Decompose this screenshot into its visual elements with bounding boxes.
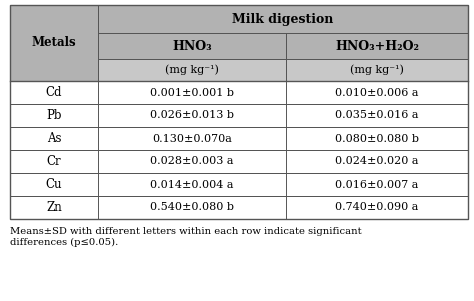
Text: 0.028±0.003 a: 0.028±0.003 a [150, 157, 234, 166]
Text: 0.026±0.013 b: 0.026±0.013 b [150, 110, 234, 120]
Text: (mg kg⁻¹): (mg kg⁻¹) [165, 65, 219, 75]
Bar [10, 127, 468, 150]
Text: Pb: Pb [46, 109, 62, 122]
Bar [98, 59, 286, 81]
Text: 0.010±0.006 a: 0.010±0.006 a [335, 88, 419, 98]
Bar [10, 173, 468, 196]
Text: Cr: Cr [46, 155, 61, 168]
Text: 0.014±0.004 a: 0.014±0.004 a [150, 179, 234, 190]
Bar [10, 150, 468, 173]
Bar [286, 33, 468, 59]
Text: Metals: Metals [32, 36, 76, 49]
Text: Means±SD with different letters within each row indicate significant: Means±SD with different letters within e… [10, 226, 362, 235]
Bar [10, 104, 468, 127]
Text: Milk digestion: Milk digestion [232, 13, 334, 26]
Bar [10, 81, 468, 104]
Text: (mg kg⁻¹): (mg kg⁻¹) [350, 65, 404, 75]
Text: differences (p≤0.05).: differences (p≤0.05). [10, 237, 118, 247]
Bar [10, 196, 468, 219]
Text: 0.035±0.016 a: 0.035±0.016 a [335, 110, 419, 120]
Text: Cu: Cu [46, 178, 62, 191]
Bar [286, 59, 468, 81]
Text: 0.130±0.070a: 0.130±0.070a [152, 134, 232, 144]
Text: 0.740±0.090 a: 0.740±0.090 a [335, 203, 419, 213]
Text: As: As [47, 132, 61, 145]
Text: 0.540±0.080 b: 0.540±0.080 b [150, 203, 234, 213]
Text: HNO₃: HNO₃ [172, 39, 212, 52]
Text: 0.001±0.001 b: 0.001±0.001 b [150, 88, 234, 98]
Bar [10, 5, 468, 219]
Text: Cd: Cd [46, 86, 62, 99]
Text: 0.024±0.020 a: 0.024±0.020 a [335, 157, 419, 166]
Text: HNO₃+H₂O₂: HNO₃+H₂O₂ [335, 39, 419, 52]
Text: 0.080±0.080 b: 0.080±0.080 b [335, 134, 419, 144]
Bar [98, 5, 468, 33]
Text: 0.016±0.007 a: 0.016±0.007 a [335, 179, 419, 190]
Text: Zn: Zn [46, 201, 62, 214]
Bar [10, 5, 98, 81]
Bar [98, 33, 286, 59]
